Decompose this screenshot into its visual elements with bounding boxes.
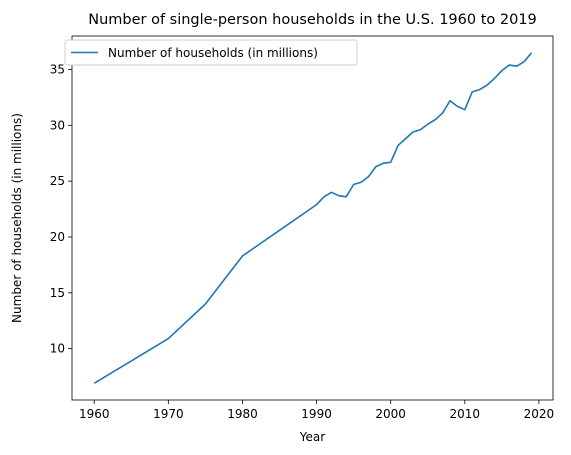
x-tick-label: 1970 [153,407,184,421]
series-line [93,52,533,384]
plot-area [71,35,554,401]
y-axis: 10 15 20 25 30 35 [50,62,72,356]
x-tick-label: 1980 [227,407,258,421]
legend: Number of households (in millions) [64,39,358,66]
y-tick-label: 35 [50,62,65,76]
x-axis-label: Year [299,430,325,444]
x-tick-label: 1990 [301,407,332,421]
y-tick-label: 20 [50,230,65,244]
legend-box [64,39,358,66]
y-tick-label: 25 [50,174,65,188]
series-layer [93,52,533,384]
x-tick-label: 2020 [524,407,555,421]
chart-title: Number of single-person households in th… [88,12,537,28]
legend-entry: Number of households (in millions) [108,46,318,60]
x-tick-label: 2000 [375,407,406,421]
y-axis-label: Number of households (in millions) [10,113,24,323]
x-tick-label: 1960 [79,407,110,421]
y-tick-label: 15 [50,286,65,300]
x-tick-label: 2010 [450,407,481,421]
y-tick-label: 30 [50,118,65,132]
x-axis: 1960 1970 1980 1990 2000 2010 2020 [79,400,554,421]
y-tick-label: 10 [50,342,65,356]
plot-frame [71,35,554,401]
